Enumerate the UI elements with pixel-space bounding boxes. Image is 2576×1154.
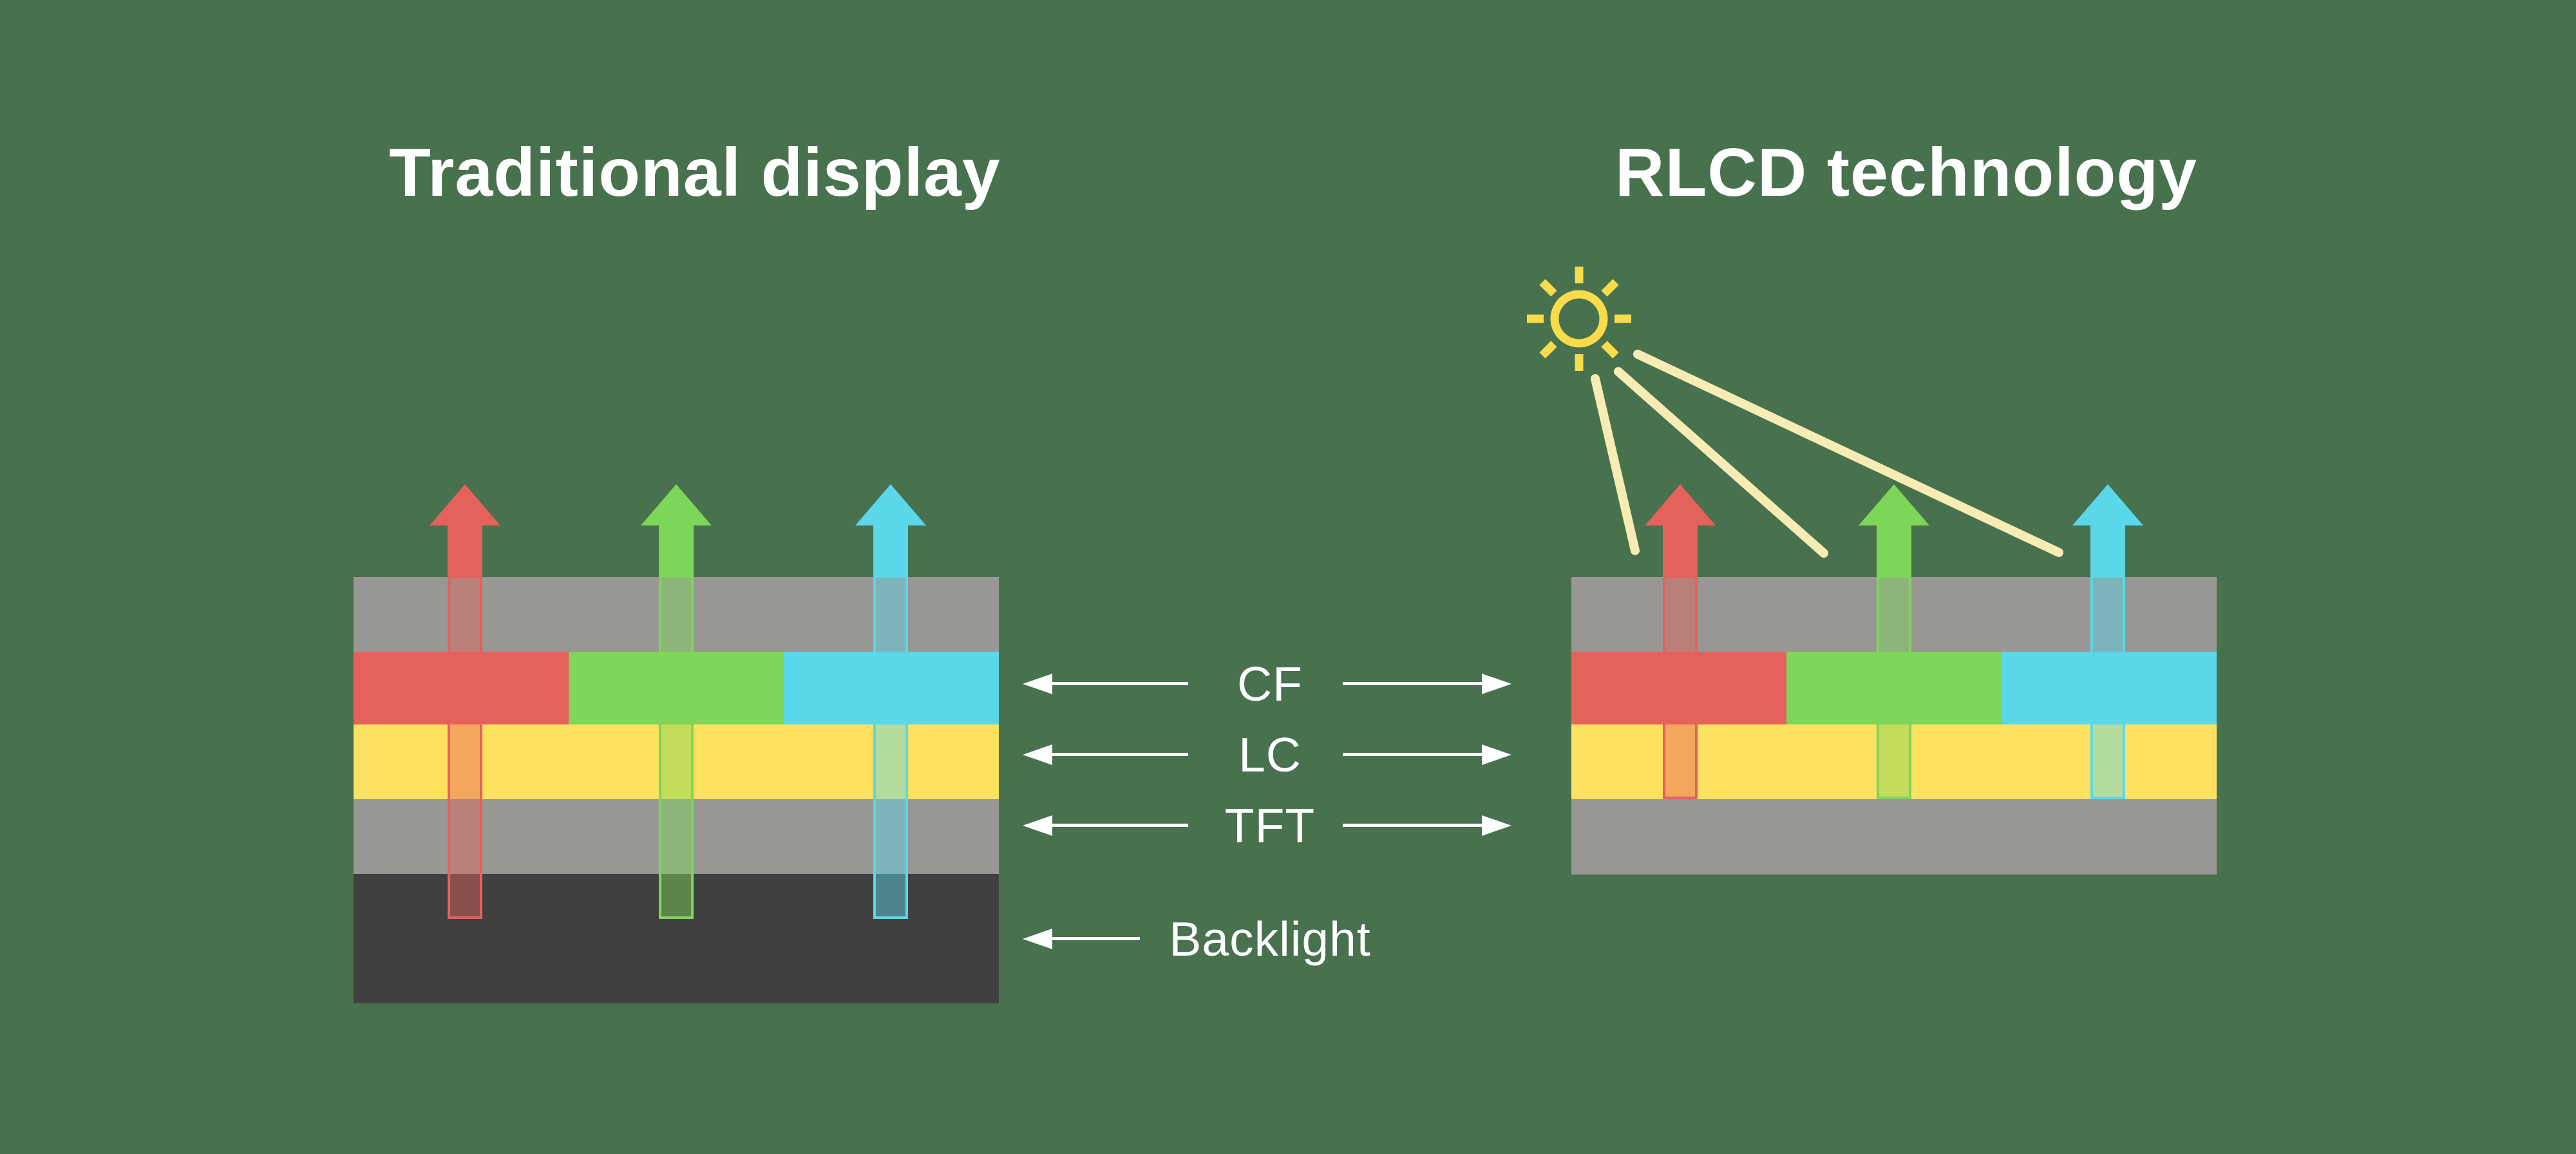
left-backlight-layer	[354, 874, 999, 1003]
left-glass-layer	[354, 577, 999, 652]
sun-beam-2	[1614, 367, 1828, 558]
lc-label: LC	[1238, 728, 1302, 782]
tft-left-arrow-icon	[1023, 815, 1052, 836]
right-cf-red-segment	[1571, 652, 1786, 724]
tft-right-arrow-icon	[1482, 815, 1511, 836]
left-cf-green-segment	[569, 652, 784, 724]
right-cf-green-segment	[1786, 652, 2002, 724]
left-panel-title: Traditional display	[389, 135, 1001, 211]
tft-label: TFT	[1224, 799, 1316, 853]
cf-left-arrow-icon	[1023, 674, 1052, 694]
sun-icon	[1527, 267, 1631, 371]
lc-left-arrow-icon	[1023, 744, 1052, 765]
right-lc-layer	[1571, 724, 2217, 799]
cf-label: CF	[1237, 657, 1303, 711]
backlight-left-arrow-icon	[1023, 929, 1052, 949]
sun-beam-1	[1591, 374, 1640, 555]
cf-right-arrow-icon	[1482, 674, 1511, 694]
right-tft-layer	[1571, 799, 2217, 875]
lc-right-arrow-icon	[1482, 744, 1511, 765]
left-tft-layer	[354, 799, 999, 874]
right-glass-layer	[1571, 577, 2217, 652]
left-cf-cyan-segment	[784, 652, 999, 724]
right-cf-cyan-segment	[2002, 652, 2217, 724]
left-cf-red-segment	[354, 652, 569, 724]
right-panel-title: RLCD technology	[1615, 135, 2198, 211]
sun-core	[1550, 290, 1608, 348]
left-lc-layer	[354, 724, 999, 799]
backlight-label: Backlight	[1169, 912, 1371, 966]
